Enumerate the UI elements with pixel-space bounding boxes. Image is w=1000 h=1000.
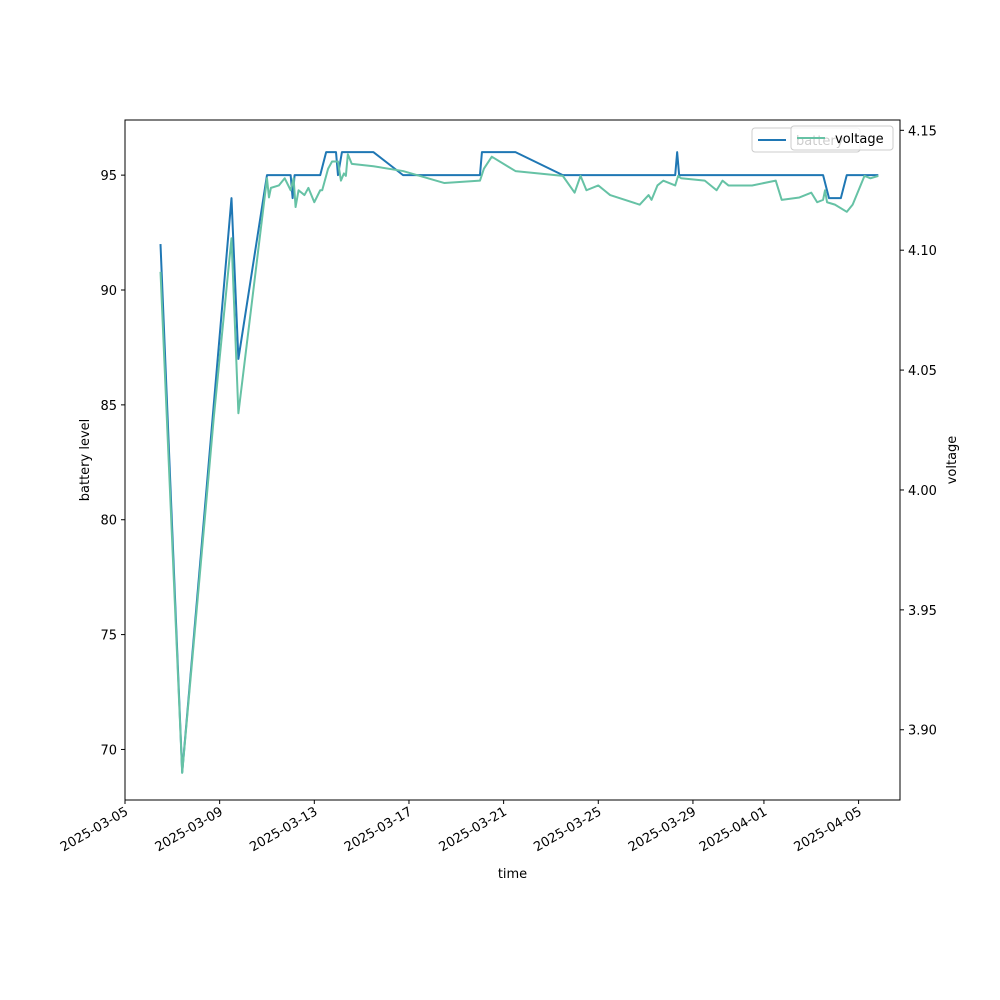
series-line-voltage xyxy=(159,153,879,774)
y-tick-label: 85 xyxy=(100,399,117,414)
y-tick-label: 75 xyxy=(100,629,117,644)
legend-label-voltage: voltage xyxy=(835,132,884,147)
x-tick-label: 2025-03-05 xyxy=(58,804,131,855)
x-tick-label: 2025-04-01 xyxy=(697,804,770,855)
legend-box-voltage xyxy=(790,125,894,151)
y2-tick-label: 4.10 xyxy=(908,244,937,259)
y2-tick-label: 3.95 xyxy=(908,604,937,619)
series-line-battery xyxy=(159,151,879,774)
x-tick-label: 2025-03-25 xyxy=(531,804,604,855)
y2-tick-label: 4.15 xyxy=(908,124,937,139)
x-tick-label: 2025-03-13 xyxy=(247,804,320,855)
y-tick-label: 90 xyxy=(100,284,117,299)
x-tick-label: 2025-04-05 xyxy=(792,804,865,855)
x-tick-label: 2025-03-09 xyxy=(153,804,226,855)
y-tick-label: 70 xyxy=(100,743,117,758)
x-axis-label: time xyxy=(498,867,527,882)
y2-axis-label: voltage xyxy=(945,436,960,485)
y-axis-label: battery level xyxy=(78,419,93,502)
series-layer xyxy=(159,151,879,774)
y2-tick-label: 3.90 xyxy=(908,724,937,739)
legend: batteryvoltage xyxy=(751,125,894,153)
x-tick-label: 2025-03-21 xyxy=(437,804,510,855)
y-tick-label: 80 xyxy=(100,514,117,529)
y2-tick-label: 4.05 xyxy=(908,364,937,379)
y-axis-right: 3.90 3.95 4.00 4.05 4.10 4.15 xyxy=(900,124,937,739)
y-axis-left: 70 75 80 85 90 95 xyxy=(100,169,125,758)
y2-tick-label: 4.00 xyxy=(908,484,937,499)
x-tick-label: 2025-03-17 xyxy=(342,804,415,855)
plot-area xyxy=(124,119,901,801)
y-tick-label: 95 xyxy=(100,169,117,184)
x-tick-label: 2025-03-29 xyxy=(626,804,699,855)
x-axis: 2025-03-05 2025-03-09 2025-03-13 2025-03-17… xyxy=(58,800,865,855)
